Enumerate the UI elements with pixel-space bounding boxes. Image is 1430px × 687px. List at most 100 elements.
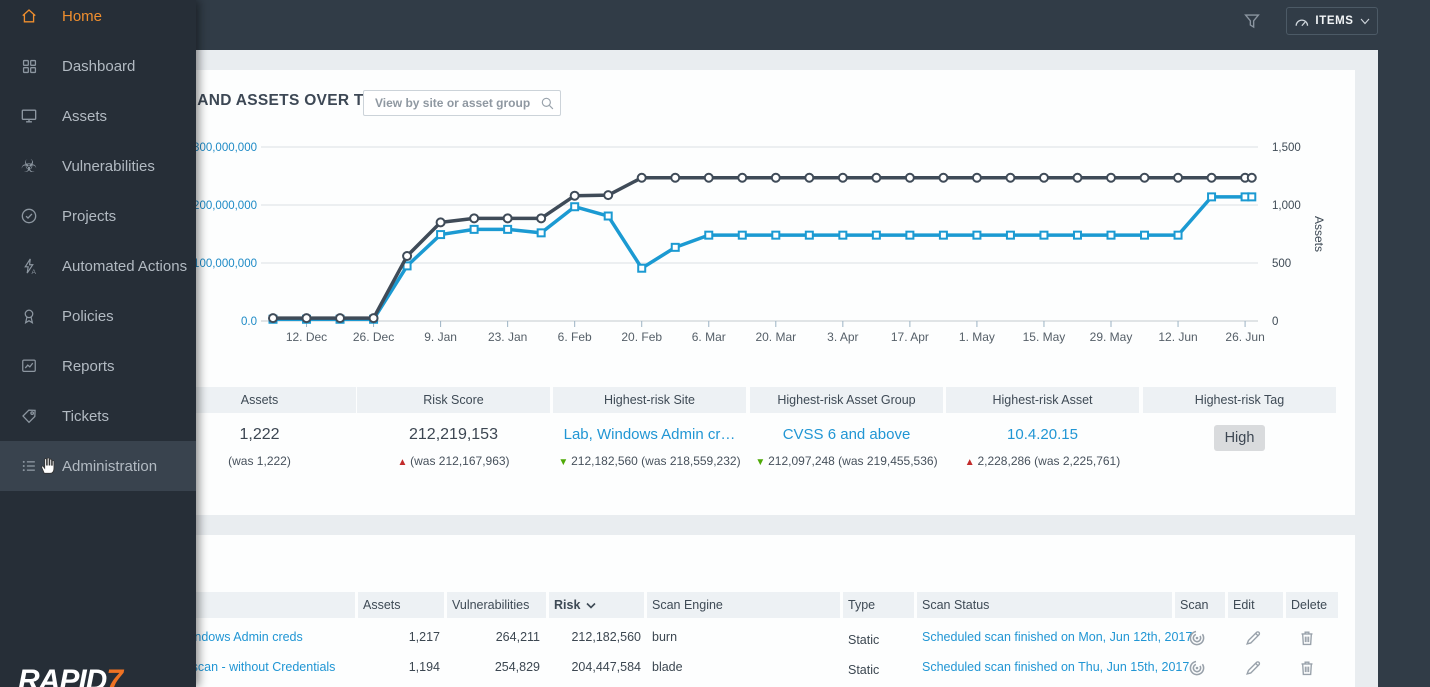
- biohazard-icon: ☣: [20, 156, 38, 176]
- sidebar-item-label: Assets: [62, 107, 108, 125]
- summary-subtext: 212,182,560 (was 218,559,232): [553, 454, 746, 468]
- svg-text:23. Jan: 23. Jan: [488, 330, 527, 344]
- svg-text:0: 0: [1272, 316, 1278, 328]
- monitor-icon: [19, 106, 39, 126]
- scan-button[interactable]: [1186, 657, 1208, 679]
- filter-button[interactable]: [1240, 10, 1264, 34]
- column-header-scan-status[interactable]: Scan Status: [917, 592, 1172, 618]
- risk-assets-card: [78, 70, 1355, 515]
- tag-badge-high[interactable]: High: [1213, 425, 1266, 451]
- edit-button[interactable]: [1242, 657, 1264, 679]
- svg-text:20. Feb: 20. Feb: [621, 330, 662, 344]
- home-icon: [19, 6, 39, 26]
- svg-text:12. Dec: 12. Dec: [286, 330, 327, 344]
- scan-icon: [1189, 630, 1205, 646]
- sidebar-item-label: Dashboard: [62, 57, 136, 75]
- site-vulnerabilities-count: 264,211: [495, 630, 540, 644]
- ticket-tag-icon: [19, 406, 39, 426]
- summary-subtext: (was 212,167,963): [357, 454, 550, 468]
- risk-assets-chart: 300,000,000 1,500 200,000,000 1,000 100,000,…: [193, 142, 1326, 344]
- sidebar-item-label: Administration: [62, 457, 158, 475]
- column-header-scan: Scan: [1175, 592, 1225, 618]
- award-ribbon-icon: [19, 306, 39, 326]
- column-header-assets[interactable]: Assets: [358, 592, 444, 618]
- site-assets-count: 1,217: [408, 630, 440, 644]
- scan-status-link[interactable]: Scheduled scan finished on Mon, Jun 12th…: [922, 630, 1193, 644]
- gauge-icon: [1295, 19, 1309, 26]
- svg-text:500: 500: [1272, 258, 1291, 270]
- column-header-delete: Delete: [1286, 592, 1338, 618]
- trend-up-icon: [397, 454, 410, 468]
- sidebar-item-projects[interactable]: Projects: [0, 191, 196, 241]
- sidebar-item-vulnerabilities[interactable]: ☣ Vulnerabilities: [0, 141, 196, 191]
- svg-text:6. Mar: 6. Mar: [692, 330, 726, 344]
- trend-down-icon: [755, 454, 768, 468]
- svg-text:1,500: 1,500: [1272, 142, 1301, 154]
- summary-value: 212,219,153: [409, 426, 498, 443]
- sort-descending-icon: [586, 602, 596, 609]
- items-dropdown-button[interactable]: ITEMS: [1286, 7, 1378, 35]
- svg-text:200,000,000: 200,000,000: [193, 200, 257, 212]
- svg-text:26. Jun: 26. Jun: [1225, 330, 1264, 344]
- site-type: Static: [848, 633, 880, 647]
- site-search-input[interactable]: [364, 96, 539, 110]
- summary-subtext: 212,097,248 (was 219,455,536): [750, 454, 943, 468]
- sidebar-item-tickets[interactable]: Tickets: [0, 391, 196, 441]
- sidebar-item-dashboard[interactable]: Dashboard: [0, 41, 196, 91]
- svg-text:15. May: 15. May: [1023, 330, 1066, 344]
- highest-risk-asset-link[interactable]: 10.4.20.15: [1007, 426, 1078, 443]
- sidebar-item-administration[interactable]: Administration: [0, 441, 196, 491]
- column-header-vulnerabilities[interactable]: Vulnerabilities: [447, 592, 546, 618]
- site-name-link[interactable]: Full scan - without Credentials: [168, 660, 336, 674]
- summary-value: 1,222: [239, 426, 280, 443]
- trend-up-icon: [965, 454, 978, 468]
- svg-text:17. Apr: 17. Apr: [891, 330, 929, 344]
- site-search: [363, 90, 561, 116]
- highest-risk-site-link[interactable]: Lab, Windows Admin cr…: [563, 426, 736, 443]
- summary-card-highest-risk-site: Highest-risk Site Lab, Windows Admin cr……: [553, 387, 746, 487]
- delete-button[interactable]: [1296, 627, 1318, 649]
- sidebar: Home Dashboard Assets ☣ Vulnerabilities: [0, 0, 196, 687]
- rapid7-logo: RAPID7: [18, 664, 123, 687]
- summary-card-highest-risk-tag: Highest-risk Tag High: [1143, 387, 1336, 487]
- svg-text:20. Mar: 20. Mar: [755, 330, 796, 344]
- sidebar-item-label: Home: [62, 7, 103, 25]
- chevron-down-icon: [1360, 18, 1369, 24]
- site-type: Static: [848, 663, 880, 677]
- svg-text:6. Feb: 6. Feb: [558, 330, 592, 344]
- list-icon: [19, 456, 39, 476]
- site-scan-engine: burn: [652, 630, 678, 644]
- svg-text:9. Jan: 9. Jan: [424, 330, 457, 344]
- delete-button[interactable]: [1296, 657, 1318, 679]
- edit-button[interactable]: [1242, 627, 1264, 649]
- mouse-cursor-hand: [41, 457, 55, 474]
- site-scan-engine: blade: [652, 660, 683, 674]
- trash-icon: [1301, 661, 1313, 676]
- scan-button[interactable]: [1186, 627, 1208, 649]
- svg-text:300,000,000: 300,000,000: [193, 142, 257, 154]
- lightning-bolt-icon: A: [19, 256, 39, 276]
- summary-header: Highest-risk Site: [553, 387, 746, 413]
- sidebar-item-home[interactable]: Home: [0, 0, 196, 41]
- summary-header: Highest-risk Asset: [946, 387, 1139, 413]
- sidebar-item-automated-actions[interactable]: A Automated Actions: [0, 241, 196, 291]
- svg-text:1,000: 1,000: [1272, 200, 1301, 212]
- check-circle-icon: [19, 206, 39, 226]
- sidebar-item-reports[interactable]: Reports: [0, 341, 196, 391]
- trend-down-icon: [558, 454, 571, 468]
- sidebar-item-label: Reports: [62, 357, 115, 375]
- highest-risk-asset-group-link[interactable]: CVSS 6 and above: [782, 426, 911, 443]
- sidebar-item-label: Vulnerabilities: [62, 157, 155, 175]
- svg-text:Assets: Assets: [1312, 216, 1326, 252]
- column-header-type[interactable]: Type: [843, 592, 914, 618]
- sidebar-item-assets[interactable]: Assets: [0, 91, 196, 141]
- scan-status-link[interactable]: Scheduled scan finished on Thu, Jun 15th…: [922, 660, 1190, 674]
- column-header-risk-sorted[interactable]: Risk: [549, 592, 644, 618]
- column-header-scan-engine[interactable]: Scan Engine: [647, 592, 840, 618]
- sidebar-item-label: Projects: [62, 207, 117, 225]
- column-header-edit: Edit: [1228, 592, 1283, 618]
- site-assets-count: 1,194: [408, 660, 440, 674]
- sidebar-item-policies[interactable]: Policies: [0, 291, 196, 341]
- filter-icon: [1244, 14, 1260, 29]
- svg-text:A: A: [32, 269, 37, 276]
